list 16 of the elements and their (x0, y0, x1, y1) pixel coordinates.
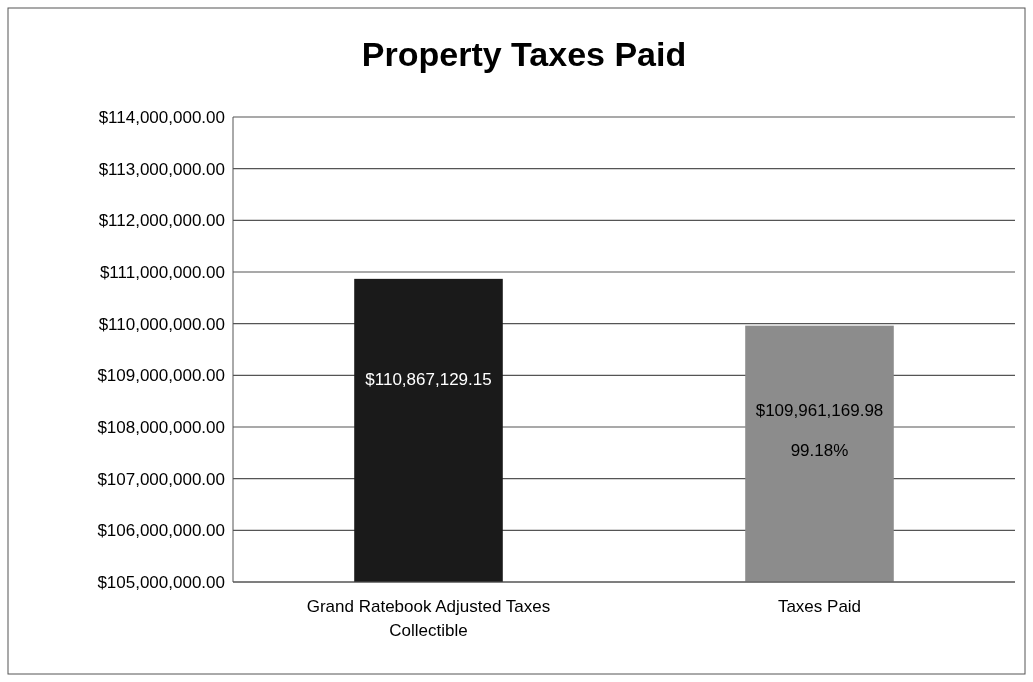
y-tick-label: $107,000,000.00 (97, 469, 225, 489)
y-tick-label: $113,000,000.00 (98, 159, 225, 179)
y-tick-label: $105,000,000.00 (97, 572, 225, 592)
y-tick-label: $108,000,000.00 (97, 417, 225, 437)
y-tick-label: $111,000,000.00 (99, 262, 225, 282)
data-label: $110,867,129.15 (365, 369, 492, 389)
y-tick-label: $109,000,000.00 (97, 366, 225, 386)
chart-title: Property Taxes Paid (361, 35, 687, 73)
y-tick-label: $110,000,000.00 (98, 314, 225, 334)
y-tick-label: $112,000,000.00 (98, 211, 225, 231)
x-tick-label: Taxes Paid (777, 597, 862, 616)
annotation: 99.18% (790, 441, 849, 461)
y-tick-label: $114,000,000.00 (98, 107, 225, 127)
data-label: $109,961,169.98 (755, 401, 884, 421)
y-tick-label: $106,000,000.00 (97, 521, 225, 541)
x-tick-label: Grand Ratebook Adjusted Taxes Collectible (306, 597, 551, 640)
